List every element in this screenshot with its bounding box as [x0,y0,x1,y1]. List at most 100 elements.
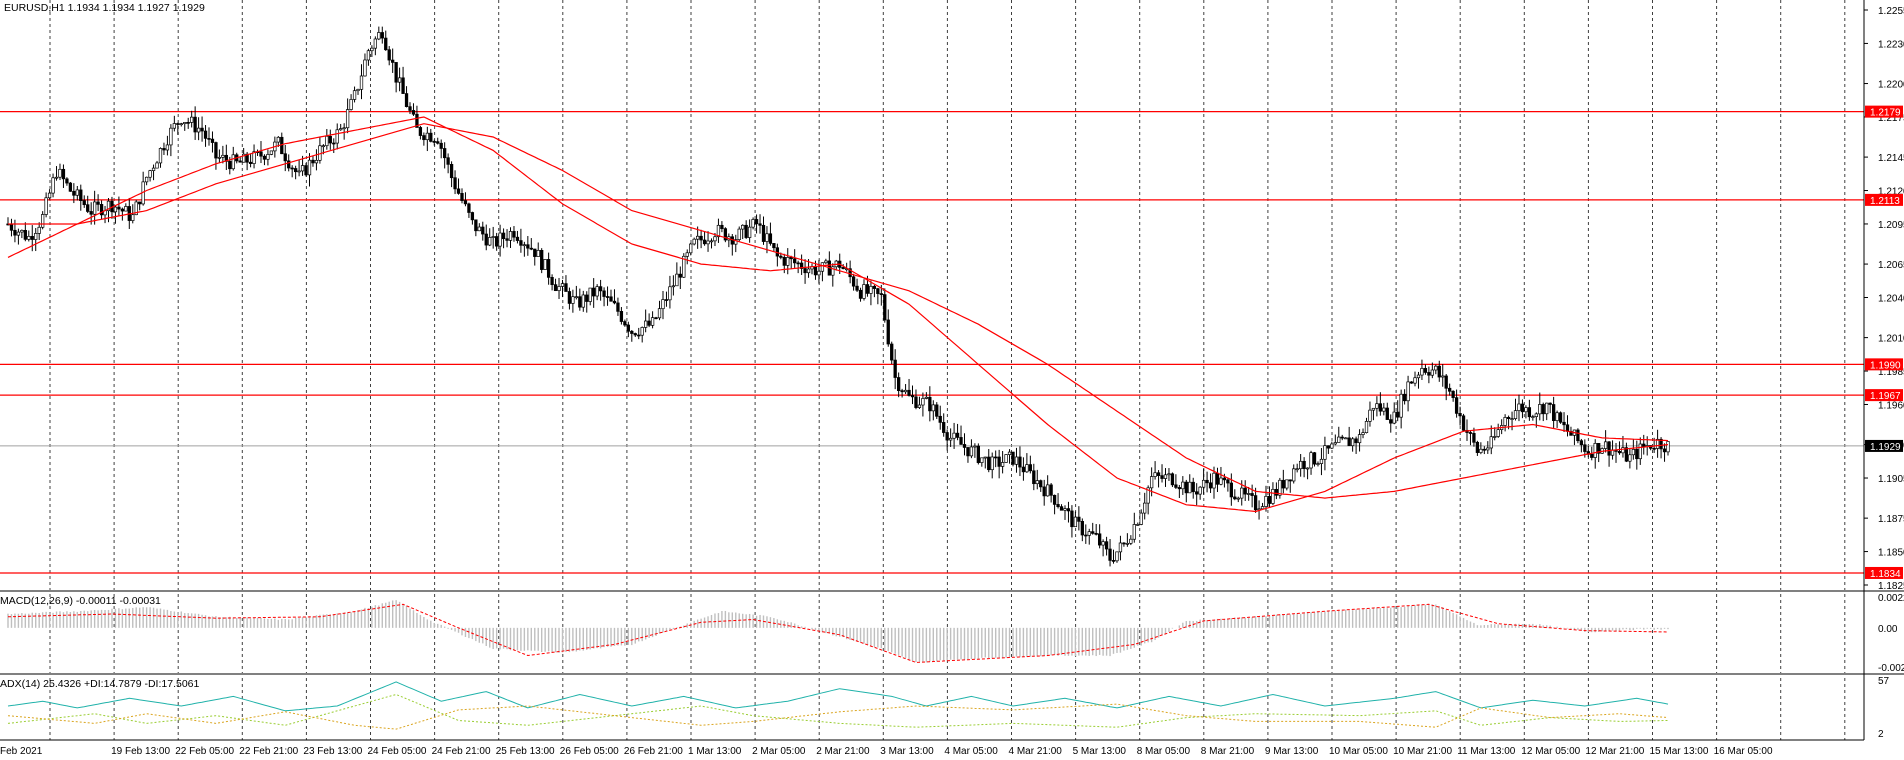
candle-body [1063,508,1067,511]
candle-body [512,231,516,238]
time-tick-label: 16 Mar 05:00 [1714,746,1773,757]
candle-body [1423,368,1428,373]
candle-body [1101,541,1105,546]
candle-body [741,224,745,230]
candle-body [519,240,523,246]
candle-body [1122,542,1126,545]
candle-body [1299,460,1303,470]
candle-body [1666,441,1670,453]
candle-body [162,148,166,151]
candle-body [356,88,360,92]
candle-body [415,113,419,128]
candle-body [99,204,104,216]
candle-body [786,257,790,266]
candle-body [86,204,90,212]
candle-body [1132,524,1136,540]
candle-body [557,286,561,292]
candle-body [1326,445,1331,449]
candle-body [44,197,48,215]
candle-body [1597,442,1601,454]
candle-body [1243,487,1247,495]
candle-body [1496,429,1500,437]
candle-body [1253,495,1258,511]
candle-body [682,255,686,278]
moving-average-line [8,123,1669,499]
candle-body [238,160,242,163]
candle-body [1156,472,1161,476]
candle-body [1638,443,1642,460]
candle-body [363,59,367,77]
candle-body [1118,542,1123,553]
time-tick-label: 8 Mar 21:00 [1201,746,1255,757]
candle-body [962,444,967,448]
candle-body [976,445,981,463]
candle-body [1056,504,1060,508]
candle-body [1267,495,1272,504]
candle-body [685,252,689,257]
candle-body [1091,531,1095,534]
candle-body [401,77,405,94]
level-badge [1865,389,1903,402]
candle-body [1163,474,1168,479]
candle-body [851,276,856,287]
candle-body [158,148,163,164]
candle-body [1240,487,1244,499]
candle-body [883,294,887,321]
candle-body [1333,442,1337,445]
candle-body [772,243,776,249]
candle-body [439,142,443,149]
candle-body [1039,480,1043,488]
candle-body [616,302,620,312]
horizontal-levels[interactable] [0,111,1864,574]
candle-body [640,327,644,336]
candle-body [37,226,41,234]
candle-body [79,189,83,201]
candle-body [65,178,69,184]
candle-body [106,200,111,212]
candle-body [1583,444,1587,452]
candle-body [1094,533,1098,535]
candle-body [352,90,357,100]
candle-body [1461,415,1466,431]
candle-body [820,262,825,272]
candle-body [1517,403,1521,411]
price-tick-label: 1.2040 [1878,294,1904,305]
level-badge-label: 1.1834 [1870,569,1901,580]
candle-body [1021,466,1026,473]
current-price-badge [1865,439,1903,452]
time-tick-label: 12 Mar 05:00 [1521,746,1580,757]
price-tick-label: 1.2010 [1878,334,1904,345]
price-tick-label: 1.1905 [1878,474,1904,485]
candle-body [1222,477,1227,481]
candle-body [214,142,218,159]
candle-body [1115,551,1119,562]
candle-body [314,159,319,164]
time-tick-label: 26 Feb 05:00 [560,746,619,757]
level-badge-label: 1.2179 [1870,108,1901,119]
candle-body [758,223,762,226]
candle-body [914,396,918,408]
candle-body [1215,472,1220,485]
candle-body [1576,429,1580,442]
candle-body [1406,381,1410,402]
price-tick-label: 1.2095 [1878,220,1904,231]
candle-body [872,285,877,289]
candle-body [1344,437,1348,440]
candle-body [13,229,17,236]
candle-body [449,164,454,179]
candle-body [1195,491,1199,495]
candle-body [1590,453,1594,458]
candle-body [560,283,565,287]
candle-body [1177,487,1182,490]
candle-body [1444,375,1448,389]
candle-body [841,267,845,270]
candle-body [723,228,728,241]
candle-body [1347,437,1351,447]
candle-body [1562,421,1566,426]
candle-body [553,284,558,292]
candle-body [654,317,658,320]
candle-body [397,77,402,83]
candle-body [148,170,152,178]
candle-body [498,232,502,247]
